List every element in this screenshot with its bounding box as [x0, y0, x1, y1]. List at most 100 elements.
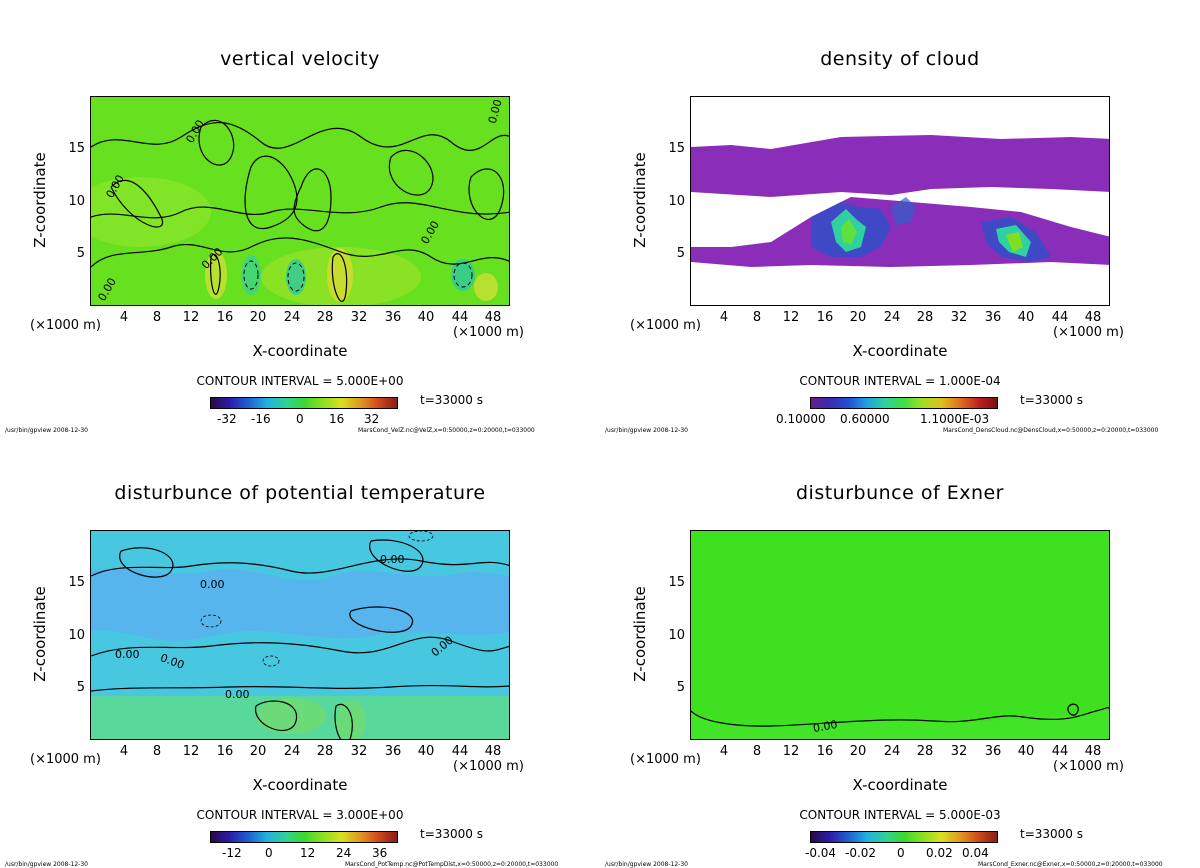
chart-title: disturbunce of potential temperature: [114, 482, 486, 504]
y-tick: 5: [676, 246, 685, 261]
field-svg: [691, 97, 1109, 305]
y-tick: 10: [68, 194, 85, 209]
x-unit-left: (×1000 m): [30, 318, 101, 333]
x-tick: 12: [182, 310, 200, 325]
colorbar: [810, 397, 998, 409]
time-label: t=33000 s: [420, 827, 483, 841]
x-tick: 36: [984, 310, 1002, 325]
x-tick: 32: [350, 310, 368, 325]
colorbar-tick: 0.02: [926, 846, 953, 860]
chart-title: density of cloud: [820, 48, 980, 70]
colorbar-tick: 0.60000: [840, 412, 890, 426]
x-tick: 44: [1051, 310, 1069, 325]
x-tick: 8: [152, 310, 162, 325]
y-tick: 5: [76, 246, 85, 261]
plot-area: [90, 96, 510, 306]
y-axis-label: Z-coordinate: [31, 586, 49, 682]
y-tick: 5: [676, 680, 685, 695]
colorbar: [810, 831, 998, 843]
colorbar-tick: 0: [296, 412, 304, 426]
y-tick: 15: [68, 141, 85, 156]
x-tick: 24: [883, 744, 901, 759]
x-unit-right: (×1000 m): [1053, 759, 1124, 774]
x-axis-label: X-coordinate: [252, 776, 348, 794]
contour-interval: CONTOUR INTERVAL = 5.000E+00: [196, 374, 404, 388]
y-axis-label: Z-coordinate: [631, 152, 649, 248]
contour-interval: CONTOUR INTERVAL = 5.000E-03: [799, 808, 1001, 822]
colorbar-tick: -32: [217, 412, 237, 426]
x-tick: 28: [916, 310, 934, 325]
x-tick: 44: [1051, 744, 1069, 759]
x-tick: 40: [417, 310, 435, 325]
x-tick: 20: [249, 744, 267, 759]
field-svg: [91, 97, 509, 305]
contour-label: 0.00: [115, 648, 140, 661]
x-tick: 4: [719, 744, 729, 759]
colorbar-tick: 36: [372, 846, 388, 860]
x-tick: 24: [283, 310, 301, 325]
colorbar-tick: 16: [329, 412, 345, 426]
y-axis-label: Z-coordinate: [31, 152, 49, 248]
footer-right: MarsCond_VelZ.nc@VelZ,x=0:50000,z=0:2000…: [358, 427, 535, 434]
colorbar-tick: 32: [364, 412, 380, 426]
x-tick: 32: [950, 744, 968, 759]
chart-title: vertical velocity: [220, 48, 380, 70]
x-tick: 8: [152, 744, 162, 759]
contour-label: 0.00: [225, 688, 250, 701]
x-tick: 8: [752, 744, 762, 759]
x-tick: 32: [950, 310, 968, 325]
x-axis-label: X-coordinate: [852, 342, 948, 360]
footer-left: /usr/bin/gpview 2008-12-30: [5, 861, 88, 868]
x-unit-right: (×1000 m): [1053, 325, 1124, 340]
x-tick: 16: [816, 310, 834, 325]
x-axis-label: X-coordinate: [252, 342, 348, 360]
plot-area: [90, 530, 510, 740]
x-tick: 44: [451, 310, 469, 325]
x-unit-right: (×1000 m): [453, 325, 524, 340]
time-label: t=33000 s: [420, 393, 483, 407]
x-tick: 40: [1017, 310, 1035, 325]
field-svg: [91, 531, 509, 739]
plot-area: [690, 96, 1110, 306]
y-tick: 15: [668, 141, 685, 156]
x-tick: 20: [249, 310, 267, 325]
colorbar-tick: 0.10000: [776, 412, 826, 426]
x-tick: 4: [119, 310, 129, 325]
x-tick: 48: [484, 744, 502, 759]
panel-exner: disturbunce of Exner Z-coordinate 5 10 1…: [600, 434, 1200, 868]
x-tick: 12: [782, 744, 800, 759]
x-tick: 24: [283, 744, 301, 759]
y-tick: 15: [668, 575, 685, 590]
colorbar-tick: 12: [300, 846, 316, 860]
x-tick: 40: [417, 744, 435, 759]
x-unit-right: (×1000 m): [453, 759, 524, 774]
x-tick: 8: [752, 310, 762, 325]
y-axis-label: Z-coordinate: [631, 586, 649, 682]
footer-right: MarsCond_DensCloud.nc@DensCloud,x=0:5000…: [943, 427, 1159, 434]
contour-interval: CONTOUR INTERVAL = 3.000E+00: [196, 808, 404, 822]
y-tick: 15: [68, 575, 85, 590]
contour-interval: CONTOUR INTERVAL = 1.000E-04: [799, 374, 1001, 388]
plot-area: [690, 530, 1110, 740]
time-label: t=33000 s: [1020, 827, 1083, 841]
x-tick: 16: [816, 744, 834, 759]
x-tick: 4: [119, 744, 129, 759]
colorbar-tick: -16: [251, 412, 271, 426]
colorbar: [210, 831, 398, 843]
colorbar-tick: 1.1000E-03: [920, 412, 990, 426]
colorbar-tick: 0.04: [962, 846, 989, 860]
colorbar-tick: -12: [222, 846, 242, 860]
colorbar-tick: 0: [265, 846, 273, 860]
x-tick: 36: [384, 744, 402, 759]
y-tick: 10: [668, 628, 685, 643]
colorbar-tick: -0.04: [805, 846, 837, 860]
x-tick: 20: [849, 310, 867, 325]
time-label: t=33000 s: [1020, 393, 1083, 407]
x-unit-left: (×1000 m): [630, 318, 701, 333]
x-tick: 4: [719, 310, 729, 325]
x-tick: 40: [1017, 744, 1035, 759]
x-tick: 48: [1084, 744, 1102, 759]
x-tick: 48: [484, 310, 502, 325]
footer-right: MarsCond_Exner.nc@Exner,x=0:50000,z=0:20…: [978, 861, 1163, 868]
x-tick: 28: [316, 744, 334, 759]
